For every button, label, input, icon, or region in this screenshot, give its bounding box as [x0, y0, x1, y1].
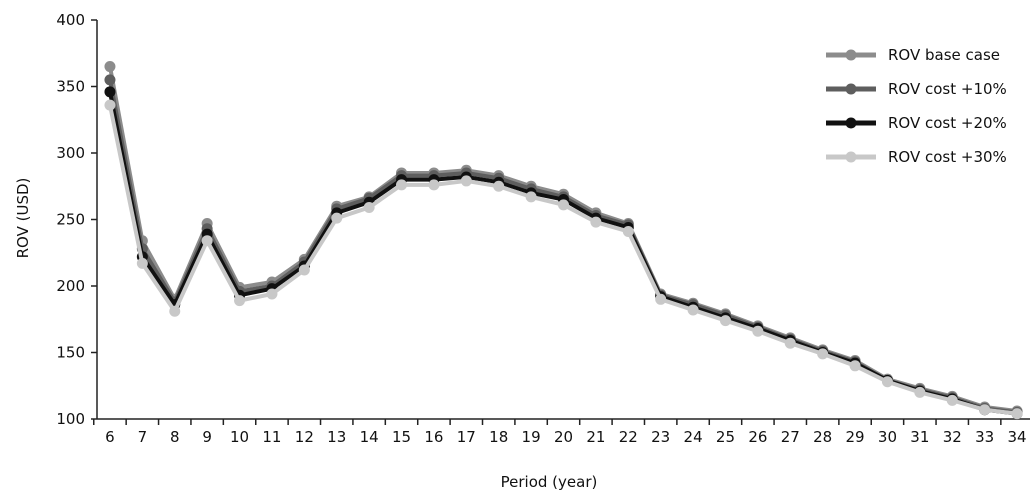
x-tick-label: 13 — [327, 428, 346, 446]
data-point — [363, 202, 375, 214]
x-tick-label: 15 — [392, 428, 411, 446]
legend: ROV base case ROV cost +10% ROV cost +20% R… — [826, 46, 1007, 166]
x-tick-label: 22 — [619, 428, 638, 446]
legend-swatch-marker — [845, 151, 857, 163]
legend-swatch-marker — [845, 83, 857, 95]
series-2 — [104, 74, 1023, 418]
data-point — [719, 315, 731, 327]
x-tick-label: 21 — [586, 428, 605, 446]
x-tick-label: 19 — [522, 428, 541, 446]
y-tick-label: 250 — [56, 211, 85, 229]
legend-label: ROV cost +30% — [888, 148, 1007, 166]
x-ticks: 6 7 8 9 10 11 12 13 14 15 16 17 18 19 20 21 22 23 24 25 26 27… — [93, 419, 1027, 446]
data-point — [979, 404, 991, 416]
data-point — [201, 235, 213, 247]
series-1 — [104, 61, 1023, 417]
y-axis-title: ROV (USD) — [14, 178, 32, 259]
data-point — [331, 212, 343, 224]
y-ticks: 100 150 200 250 300 350 400 — [56, 11, 97, 428]
data-point — [752, 325, 764, 337]
data-point — [655, 293, 667, 305]
data-point — [622, 225, 634, 237]
data-point — [104, 86, 116, 98]
y-tick-label: 150 — [56, 344, 85, 362]
data-point — [298, 264, 310, 276]
legend-label: ROV base case — [888, 46, 1000, 64]
x-tick-label: 28 — [813, 428, 832, 446]
x-tick-label: 17 — [457, 428, 476, 446]
data-point — [881, 376, 893, 388]
y-tick-label: 350 — [56, 78, 85, 96]
legend-item: ROV cost +20% — [826, 114, 1007, 132]
data-point — [104, 99, 116, 111]
series-line — [107, 66, 1018, 414]
x-tick-label: 10 — [230, 428, 249, 446]
x-tick-label: 14 — [360, 428, 379, 446]
x-tick-label: 8 — [170, 428, 180, 446]
x-tick-label: 27 — [781, 428, 800, 446]
x-tick-label: 24 — [684, 428, 703, 446]
data-point — [914, 386, 926, 398]
data-point — [784, 337, 796, 349]
data-point — [169, 305, 181, 317]
series-layer — [104, 61, 1023, 420]
axes: 100 150 200 250 300 350 400 6 7 8 9 10 11 12 13 14 15 16… — [56, 11, 1030, 446]
x-tick-label: 9 — [202, 428, 212, 446]
data-point — [104, 74, 116, 86]
y-tick-label: 100 — [56, 410, 85, 428]
x-tick-label: 23 — [651, 428, 670, 446]
x-tick-label: 33 — [975, 428, 994, 446]
data-point — [558, 199, 569, 211]
data-point — [234, 295, 246, 307]
series-line — [107, 79, 1018, 415]
x-axis-title: Period (year) — [501, 473, 598, 491]
data-point — [849, 360, 861, 372]
data-point — [396, 179, 408, 191]
series-line — [107, 104, 1018, 416]
x-tick-label: 34 — [1007, 428, 1026, 446]
data-point — [946, 394, 958, 406]
x-tick-label: 6 — [105, 428, 115, 446]
x-tick-label: 18 — [489, 428, 508, 446]
legend-item: ROV cost +30% — [826, 148, 1007, 166]
data-point — [1011, 408, 1023, 420]
data-point — [428, 179, 440, 191]
data-point — [525, 191, 537, 203]
legend-swatch-marker — [845, 117, 857, 129]
legend-label: ROV cost +10% — [888, 80, 1007, 98]
x-tick-label: 12 — [295, 428, 314, 446]
x-tick-label: 16 — [424, 428, 443, 446]
data-point — [493, 180, 505, 192]
legend-swatch-marker — [845, 49, 857, 61]
x-tick-label: 31 — [910, 428, 929, 446]
data-point — [817, 348, 829, 360]
x-tick-label: 32 — [943, 428, 962, 446]
series-3 — [104, 86, 1023, 420]
x-tick-label: 11 — [262, 428, 281, 446]
x-tick-label: 7 — [138, 428, 148, 446]
data-point — [266, 288, 278, 300]
legend-item: ROV cost +10% — [826, 80, 1007, 98]
y-tick-label: 200 — [56, 277, 85, 295]
x-tick-label: 20 — [554, 428, 573, 446]
data-point — [687, 304, 699, 316]
series-4 — [104, 99, 1023, 420]
data-point — [460, 175, 472, 187]
y-tick-label: 400 — [56, 11, 85, 29]
y-tick-label: 300 — [56, 144, 85, 162]
legend-label: ROV cost +20% — [888, 114, 1007, 132]
x-tick-label: 30 — [878, 428, 897, 446]
x-tick-label: 26 — [748, 428, 767, 446]
legend-item: ROV base case — [826, 46, 1000, 64]
x-tick-label: 29 — [846, 428, 865, 446]
data-point — [590, 216, 602, 228]
series-line — [107, 91, 1018, 416]
data-point — [104, 61, 116, 73]
x-tick-label: 25 — [716, 428, 735, 446]
data-point — [136, 257, 148, 269]
